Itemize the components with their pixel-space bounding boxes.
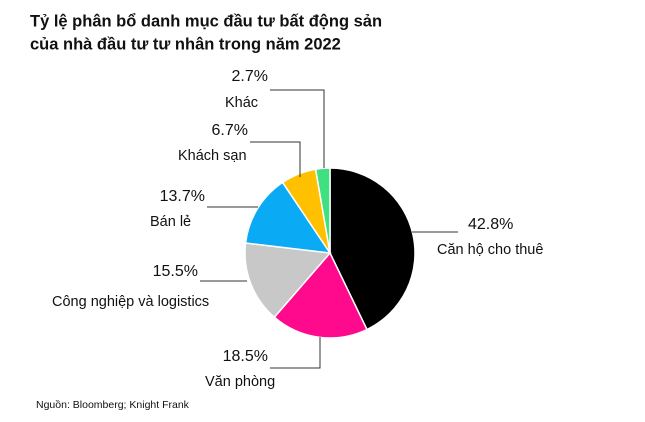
- category-label: Công nghiệp và logistics: [52, 294, 209, 310]
- category-label: Văn phòng: [205, 374, 275, 390]
- category-label: Căn hộ cho thuê: [437, 242, 543, 258]
- pie-slice: [329, 167, 416, 331]
- pie-slice: [314, 167, 331, 254]
- value-label: 15.5%: [153, 263, 198, 280]
- chart-title: Tỷ lệ phân bổ danh mục đầu tư bất động s…: [30, 12, 382, 30]
- pie-slice: [244, 181, 332, 254]
- value-label: 42.8%: [468, 216, 513, 233]
- leader-line: [270, 89, 325, 168]
- value-label: 6.7%: [212, 122, 248, 139]
- pie-slice: [244, 242, 332, 319]
- leader-line: [250, 141, 301, 177]
- leader-line: [270, 337, 321, 369]
- category-label: Bán lẻ: [150, 214, 191, 230]
- pie-slice: [273, 251, 368, 339]
- chart-title: của nhà đầu tư tư nhân trong năm 2022: [30, 35, 341, 53]
- category-label: Khác: [225, 95, 258, 111]
- value-label: 2.7%: [232, 68, 268, 85]
- category-label: Khách sạn: [178, 148, 247, 164]
- value-label: 18.5%: [223, 348, 268, 365]
- source-note: Nguồn: Bloomberg; Knight Frank: [36, 399, 190, 411]
- value-label: 13.7%: [160, 188, 205, 205]
